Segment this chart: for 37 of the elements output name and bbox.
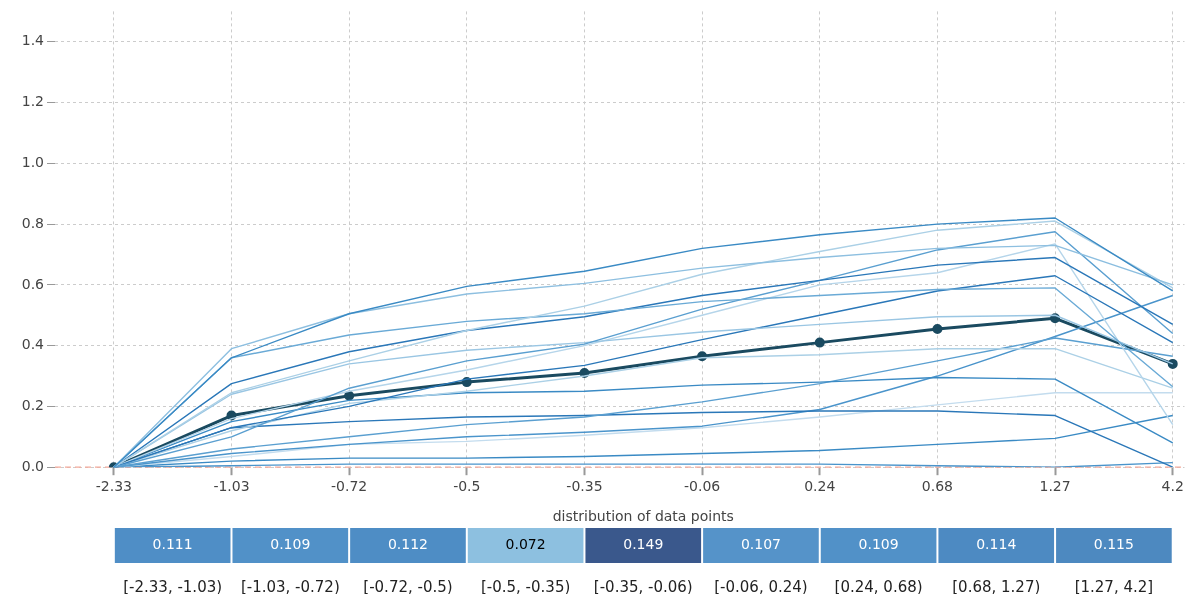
- data-label: 0.114: [976, 536, 1017, 553]
- category-label: [0.68, 1.27): [952, 577, 1041, 594]
- data-label: 0.111: [152, 536, 193, 553]
- data-label: 0.112: [387, 536, 429, 553]
- category-label: [-0.35, -0.06): [593, 577, 693, 594]
- x-tick-label: 0.68: [921, 478, 954, 495]
- data-label: 0.109: [270, 536, 311, 553]
- x-tick-label: -0.72: [331, 478, 368, 495]
- category-label: [1.27, 4.2]: [1074, 577, 1154, 594]
- x-tick-label: 4.2: [1161, 478, 1184, 495]
- category-label: [0.24, 0.68): [834, 577, 923, 594]
- x-tick-label: 1.27: [1039, 478, 1071, 495]
- data-label: 0.149: [623, 536, 664, 553]
- y-tick-label: 1.4: [21, 32, 45, 49]
- category-label: [-0.72, -0.5): [363, 577, 453, 594]
- y-tick-label: 1.0: [21, 153, 44, 170]
- x-tick-label: -0.5: [453, 478, 481, 495]
- x-tick-label: -0.06: [683, 478, 721, 495]
- x-tick-label: -1.03: [213, 478, 250, 495]
- data-label: 0.107: [740, 536, 781, 553]
- category-label: [-2.33, -1.03): [123, 577, 223, 594]
- y-tick-label: 0.8: [21, 214, 44, 231]
- data-label: 0.109: [858, 536, 899, 553]
- data-label: 0.115: [1093, 536, 1134, 553]
- y-tick-label: 1.2: [21, 93, 44, 110]
- y-tick-label: 0.4: [21, 336, 45, 353]
- y-tick-label: 0.6: [21, 275, 45, 292]
- y-tick-label: 0.0: [21, 457, 44, 474]
- x-tick-label: -0.35: [566, 478, 603, 495]
- text: distribution of data points: [552, 507, 734, 524]
- x-tick-label: 0.24: [804, 478, 836, 495]
- category-label: [-0.06, 0.24): [714, 577, 808, 594]
- data-label: 0.072: [505, 536, 546, 553]
- y-tick-label: 0.2: [21, 397, 44, 414]
- x-tick-label: -2.33: [95, 478, 132, 495]
- category-label: [-1.03, -0.72): [240, 577, 340, 594]
- category-label: [-0.5, -0.35): [480, 577, 571, 594]
